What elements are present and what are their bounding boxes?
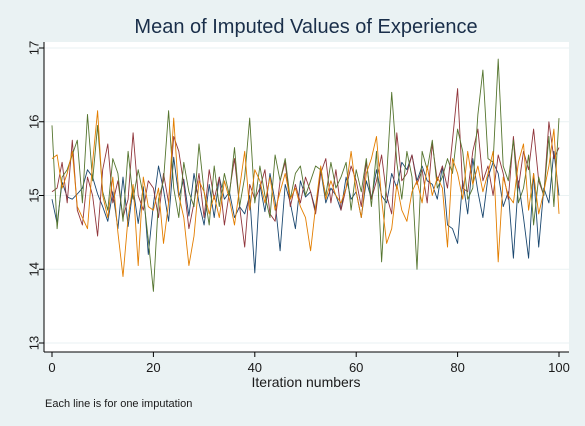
x-tick-label-20: 20 — [146, 360, 160, 375]
y-tick-label-13: 13 — [27, 336, 42, 350]
x-tick-label-0: 0 — [48, 360, 55, 375]
x-tick-label-60: 60 — [349, 360, 363, 375]
x-tick-label-40: 40 — [248, 360, 262, 375]
y-tick-label-15: 15 — [27, 188, 42, 202]
tick-labels: 13 14 15 16 17 0 20 40 60 80 100 — [27, 41, 570, 375]
series-line-2 — [51, 88, 560, 248]
y-tick-label-16: 16 — [27, 115, 42, 129]
series-line-4 — [51, 110, 560, 278]
chart-note: Each line is for one imputation — [45, 398, 192, 410]
y-tick-label-14: 14 — [27, 262, 42, 276]
axes — [39, 42, 569, 357]
y-tick-label-17: 17 — [27, 41, 42, 55]
series-lines — [51, 58, 560, 292]
x-tick-label-80: 80 — [450, 360, 464, 375]
x-tick-label-100: 100 — [548, 360, 570, 375]
plot-area — [44, 42, 569, 352]
x-axis-label: Iteration numbers — [252, 374, 361, 390]
series-line-3 — [51, 58, 560, 292]
chart-title: Mean of Imputed Values of Experience — [134, 16, 477, 38]
